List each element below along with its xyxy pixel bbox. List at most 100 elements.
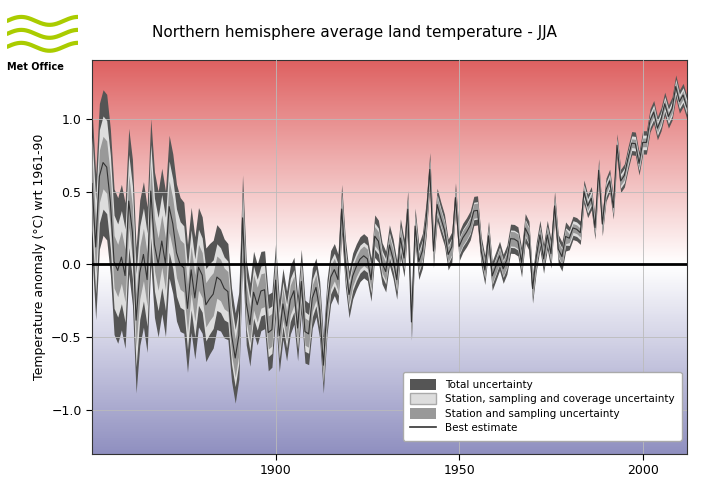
Bar: [92, 368, 687, 369]
Bar: [92, 81, 687, 82]
Bar: [92, 272, 687, 273]
Bar: [92, 186, 687, 187]
Bar: [92, 370, 687, 371]
Bar: [92, 246, 687, 247]
Bar: [92, 257, 687, 258]
Bar: [92, 333, 687, 334]
Bar: [92, 173, 687, 174]
Bar: [92, 372, 687, 373]
Bar: [92, 135, 687, 136]
Bar: [92, 428, 687, 429]
Bar: [92, 106, 687, 107]
Bar: [92, 418, 687, 419]
Bar: [92, 338, 687, 339]
Bar: [92, 146, 687, 147]
Bar: [92, 319, 687, 320]
Bar: [92, 75, 687, 76]
Bar: [92, 299, 687, 300]
Bar: [92, 109, 687, 110]
Bar: [92, 83, 687, 84]
Bar: [92, 442, 687, 443]
Bar: [92, 153, 687, 154]
Bar: [92, 239, 687, 240]
Bar: [92, 353, 687, 354]
Bar: [92, 387, 687, 388]
Bar: [92, 171, 687, 172]
Bar: [92, 274, 687, 275]
Bar: [92, 215, 687, 216]
Bar: [92, 337, 687, 338]
Bar: [92, 254, 687, 255]
Bar: [92, 292, 687, 293]
Bar: [92, 266, 687, 267]
Bar: [92, 453, 687, 454]
Bar: [92, 168, 687, 169]
Bar: [92, 87, 687, 88]
Bar: [92, 118, 687, 119]
Bar: [92, 165, 687, 166]
Bar: [92, 308, 687, 309]
Bar: [92, 346, 687, 347]
Bar: [92, 161, 687, 162]
Bar: [92, 293, 687, 294]
Bar: [92, 359, 687, 360]
Bar: [92, 270, 687, 271]
Bar: [92, 66, 687, 67]
Bar: [92, 267, 687, 268]
Bar: [92, 371, 687, 372]
Bar: [92, 90, 687, 91]
Bar: [92, 439, 687, 440]
Bar: [92, 320, 687, 321]
Bar: [92, 99, 687, 100]
Bar: [92, 143, 687, 144]
Bar: [92, 155, 687, 156]
Bar: [92, 300, 687, 301]
Bar: [92, 276, 687, 277]
Bar: [92, 356, 687, 357]
Bar: [92, 141, 687, 142]
Bar: [92, 154, 687, 155]
Bar: [92, 148, 687, 149]
Bar: [92, 240, 687, 241]
Bar: [92, 318, 687, 319]
Bar: [92, 275, 687, 276]
Bar: [92, 317, 687, 318]
Bar: [92, 403, 687, 404]
Bar: [92, 151, 687, 152]
Bar: [92, 311, 687, 312]
Bar: [92, 174, 687, 176]
Bar: [92, 226, 687, 227]
Bar: [92, 65, 687, 66]
Bar: [92, 390, 687, 391]
Bar: [92, 243, 687, 244]
Bar: [92, 440, 687, 442]
Bar: [92, 357, 687, 358]
Bar: [92, 379, 687, 380]
Bar: [92, 201, 687, 202]
Bar: [92, 77, 687, 78]
Bar: [92, 413, 687, 414]
Bar: [92, 401, 687, 402]
Bar: [92, 164, 687, 165]
Bar: [92, 290, 687, 291]
Bar: [92, 193, 687, 194]
Bar: [92, 60, 687, 61]
Bar: [92, 169, 687, 170]
Bar: [92, 436, 687, 437]
Bar: [92, 97, 687, 98]
Bar: [92, 208, 687, 209]
Bar: [92, 265, 687, 266]
Bar: [92, 248, 687, 249]
Bar: [92, 302, 687, 303]
Bar: [92, 70, 687, 71]
Bar: [92, 373, 687, 374]
Bar: [92, 86, 687, 87]
Bar: [92, 340, 687, 341]
Bar: [92, 397, 687, 398]
Bar: [92, 222, 687, 223]
Bar: [92, 358, 687, 359]
Bar: [92, 301, 687, 302]
Bar: [92, 283, 687, 284]
Bar: [92, 237, 687, 238]
Bar: [92, 213, 687, 214]
